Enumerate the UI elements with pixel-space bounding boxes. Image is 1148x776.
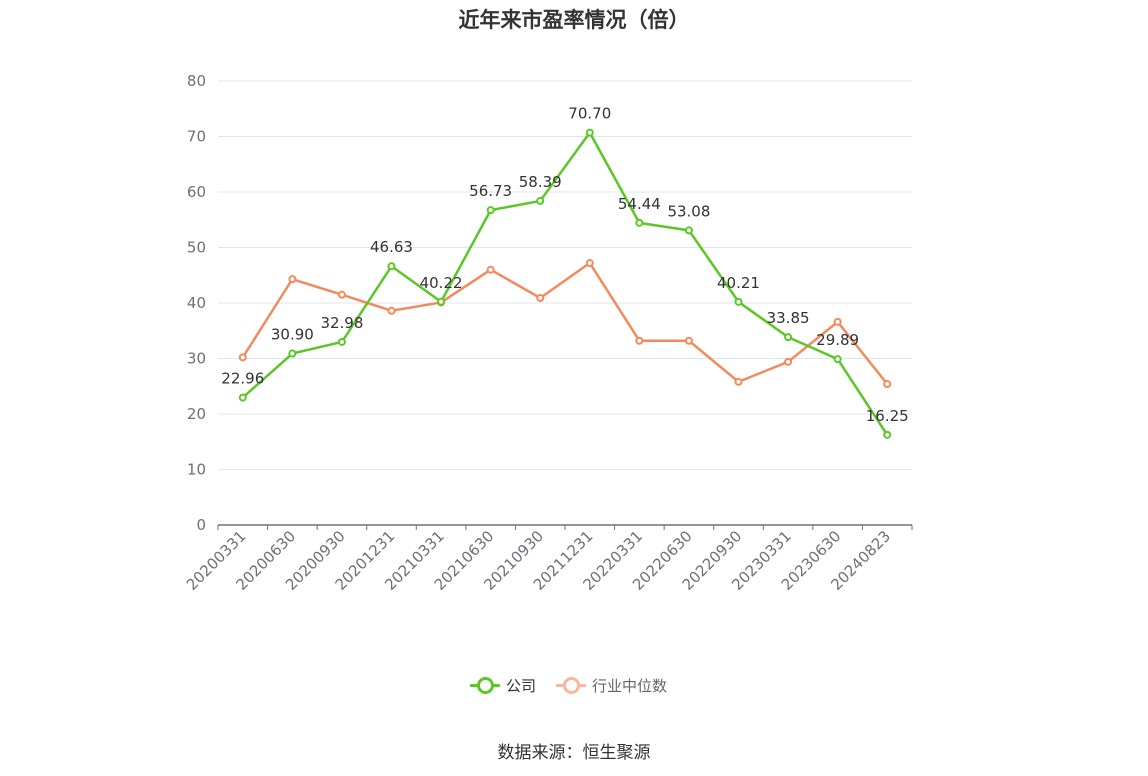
data-point (784, 333, 793, 342)
data-point (536, 196, 545, 205)
y-tick-label: 20 (187, 405, 206, 423)
data-labels: 22.96 30.90 32.98 46.63 40.22 56.73 58.39 70.70… (221, 105, 908, 425)
data-label: 29.89 (816, 331, 859, 349)
data-label: 53.08 (667, 202, 710, 220)
data-point (238, 393, 247, 402)
data-point (437, 297, 446, 306)
data-label: 40.22 (420, 274, 463, 292)
data-point (684, 336, 693, 345)
legend-item-company[interactable]: 公司 (470, 675, 536, 696)
data-point (734, 297, 743, 306)
series-line-1 (241, 261, 889, 385)
series-lines (238, 128, 892, 439)
y-tick-label: 80 (187, 72, 206, 90)
y-axis-ticks: 0 10 20 30 40 50 60 70 80 (187, 72, 206, 534)
data-label: 33.85 (767, 309, 810, 327)
data-point (536, 294, 545, 303)
data-point (486, 265, 495, 274)
legend-item-industry[interactable]: 行业中位数 (556, 675, 667, 696)
data-source: 数据来源：恒生聚源 (497, 743, 651, 763)
data-point (883, 430, 892, 439)
data-point (288, 349, 297, 358)
data-point (387, 306, 396, 315)
data-label: 30.90 (271, 326, 314, 344)
data-point (288, 275, 297, 284)
data-point (585, 259, 594, 268)
data-point (635, 336, 644, 345)
y-tick-label: 30 (187, 350, 206, 368)
data-point (883, 380, 892, 389)
data-label: 32.98 (320, 314, 363, 332)
legend-industry-label: 行业中位数 (592, 676, 668, 695)
legend-company-label: 公司 (506, 676, 537, 695)
legend-industry-marker (556, 675, 587, 695)
y-tick-label: 40 (187, 294, 206, 312)
data-label: 70.70 (568, 105, 611, 123)
data-label: 46.63 (370, 238, 413, 256)
data-point (585, 128, 594, 137)
chart-title: 近年来市盈率情况（倍） (458, 8, 690, 32)
y-tick-label: 70 (187, 128, 206, 146)
x-axis: 2020033120200630202009302020123120210331… (183, 524, 913, 594)
data-point (337, 290, 346, 299)
y-tick-label: 50 (187, 239, 206, 257)
series-line-0 (241, 131, 889, 436)
data-point (337, 337, 346, 346)
legend: 公司 行业中位数 (470, 673, 667, 697)
y-tick-label: 10 (187, 461, 206, 479)
data-label: 40.21 (717, 274, 760, 292)
data-point (635, 218, 644, 227)
grid-lines (218, 80, 912, 470)
data-point (486, 206, 495, 215)
data-label: 54.44 (618, 195, 661, 213)
data-point (833, 317, 842, 326)
data-point (387, 262, 396, 271)
data-label: 22.96 (221, 370, 264, 388)
data-label: 58.39 (519, 173, 562, 191)
y-tick-label: 60 (187, 183, 206, 201)
data-point (833, 355, 842, 364)
legend-company-marker (470, 675, 500, 695)
data-label: 56.73 (469, 182, 512, 200)
data-point (784, 357, 793, 366)
data-label: 16.25 (866, 407, 909, 425)
data-point (684, 226, 693, 235)
y-tick-label: 0 (196, 516, 206, 534)
data-point (734, 377, 743, 386)
data-point (238, 353, 247, 362)
